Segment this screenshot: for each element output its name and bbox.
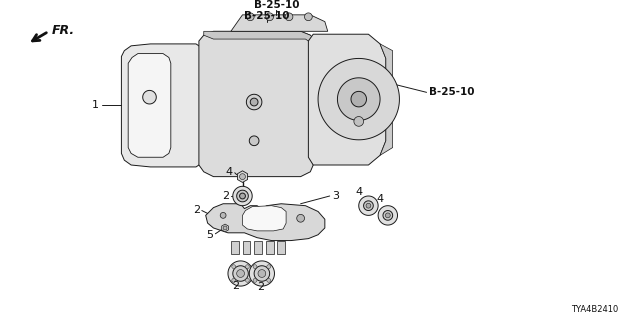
- Polygon shape: [246, 278, 250, 282]
- Polygon shape: [232, 265, 236, 268]
- Polygon shape: [250, 98, 258, 106]
- Text: TYA4B2410: TYA4B2410: [571, 305, 618, 314]
- Text: 2: 2: [193, 204, 200, 215]
- Text: 5: 5: [207, 230, 213, 240]
- Polygon shape: [305, 13, 312, 21]
- Polygon shape: [231, 241, 239, 254]
- Polygon shape: [237, 270, 244, 277]
- Polygon shape: [267, 265, 271, 268]
- Polygon shape: [297, 214, 305, 222]
- Polygon shape: [246, 265, 250, 268]
- Polygon shape: [258, 270, 266, 277]
- Polygon shape: [231, 15, 328, 31]
- Polygon shape: [254, 241, 262, 254]
- Polygon shape: [253, 278, 257, 282]
- Polygon shape: [237, 171, 248, 182]
- Polygon shape: [250, 136, 259, 146]
- Polygon shape: [337, 78, 380, 120]
- Polygon shape: [233, 266, 248, 281]
- Polygon shape: [223, 226, 227, 230]
- Polygon shape: [199, 31, 313, 177]
- Text: B-25-10: B-25-10: [244, 11, 289, 21]
- Text: B-25-10: B-25-10: [253, 0, 299, 10]
- Polygon shape: [308, 34, 386, 165]
- Polygon shape: [254, 266, 269, 281]
- Text: 1: 1: [92, 100, 99, 110]
- Polygon shape: [253, 265, 257, 268]
- Text: 4: 4: [226, 167, 233, 177]
- Polygon shape: [205, 204, 325, 241]
- Polygon shape: [243, 206, 286, 231]
- Polygon shape: [359, 196, 378, 215]
- Polygon shape: [228, 261, 253, 286]
- Polygon shape: [378, 206, 397, 225]
- Text: 3: 3: [333, 191, 340, 201]
- Polygon shape: [250, 261, 275, 286]
- Polygon shape: [239, 174, 245, 180]
- Polygon shape: [266, 13, 273, 21]
- Polygon shape: [204, 31, 320, 49]
- Text: FR.: FR.: [52, 24, 75, 37]
- Text: 2: 2: [222, 191, 229, 201]
- Polygon shape: [246, 94, 262, 110]
- Polygon shape: [385, 213, 390, 218]
- Polygon shape: [366, 203, 371, 208]
- Polygon shape: [221, 224, 228, 232]
- Polygon shape: [239, 193, 245, 199]
- Polygon shape: [122, 44, 204, 167]
- Polygon shape: [285, 13, 293, 21]
- Polygon shape: [364, 201, 373, 211]
- Polygon shape: [266, 241, 273, 254]
- Polygon shape: [277, 241, 285, 254]
- Text: 4: 4: [376, 194, 383, 204]
- Polygon shape: [351, 92, 367, 107]
- Polygon shape: [128, 53, 171, 157]
- Polygon shape: [220, 212, 226, 218]
- Polygon shape: [383, 211, 393, 220]
- Polygon shape: [243, 241, 250, 254]
- Polygon shape: [318, 59, 399, 140]
- Text: B-25-10: B-25-10: [429, 87, 475, 97]
- Polygon shape: [354, 116, 364, 126]
- Polygon shape: [267, 278, 271, 282]
- Polygon shape: [232, 278, 236, 282]
- Polygon shape: [246, 13, 254, 21]
- Polygon shape: [233, 186, 252, 206]
- Polygon shape: [143, 91, 156, 104]
- Text: 2: 2: [232, 281, 239, 291]
- Polygon shape: [237, 190, 248, 202]
- Text: 2: 2: [257, 282, 264, 292]
- Polygon shape: [380, 44, 393, 155]
- Text: 4: 4: [355, 187, 362, 197]
